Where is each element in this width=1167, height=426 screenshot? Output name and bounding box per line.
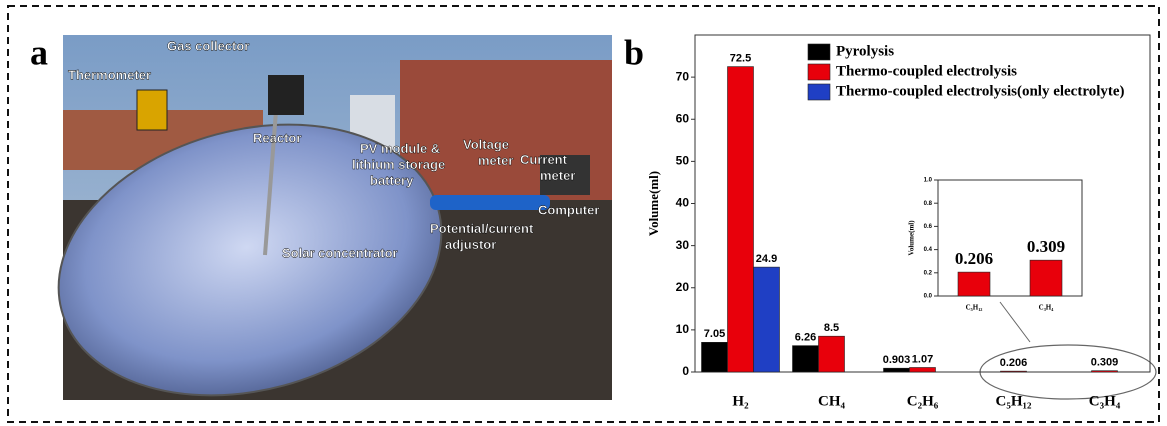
panel-letter: a — [30, 32, 48, 72]
y-tick-label: 50 — [676, 154, 690, 168]
y-axis-label: Volume(ml) — [646, 171, 661, 236]
bar — [1091, 370, 1118, 373]
value-label: 0.206 — [955, 249, 993, 268]
photo-label: PV module & lithium storage battery — [352, 141, 445, 188]
photo-label: Current meter — [520, 152, 575, 183]
x-tick-label: C₂H₆ — [907, 393, 939, 409]
photo-label: Computer — [538, 202, 599, 217]
x-tick-label: H₂ — [732, 393, 749, 409]
bar — [727, 66, 754, 373]
photo-label: Solar concentrator — [282, 245, 398, 260]
photo-label: Reactor — [253, 130, 301, 145]
value-label: 0.309 — [1091, 357, 1119, 369]
photo-label: Gas collector — [167, 38, 249, 53]
legend-label: Thermo-coupled electrolysis(only electro… — [836, 83, 1125, 99]
panel-letter: b — [624, 32, 644, 72]
legend-swatch — [807, 63, 831, 81]
annotation-arrow — [999, 301, 1031, 343]
photo-label: Potential/current adjustor — [430, 221, 534, 252]
value-label: 7.05 — [704, 328, 725, 340]
y-tick-label: 1.0 — [924, 178, 933, 184]
x-tick-label: CH₄ — [818, 393, 846, 409]
legend-swatch — [807, 43, 831, 61]
value-label: 0.903 — [883, 354, 911, 366]
x-tick-label: C₃H₄ — [1089, 393, 1121, 409]
photo-label: Voltage meter — [463, 137, 513, 168]
y-tick-label: 30 — [676, 238, 690, 252]
bar — [883, 367, 910, 373]
y-tick-label: 10 — [676, 322, 690, 336]
value-label: 72.5 — [730, 53, 751, 65]
bar — [909, 367, 936, 373]
y-tick-label: 0.4 — [924, 247, 933, 253]
photo-label: Thermometer — [68, 67, 151, 82]
bar — [1029, 259, 1063, 297]
bar — [957, 271, 991, 297]
bar — [818, 335, 845, 373]
y-tick-label: 20 — [676, 280, 690, 294]
y-tick-label: 0 — [682, 364, 689, 378]
bar — [792, 345, 819, 373]
y-tick-label: 0.6 — [924, 224, 933, 230]
photo — [57, 35, 612, 400]
y-tick-label: 70 — [676, 69, 690, 83]
value-label: 6.26 — [795, 332, 816, 344]
y-tick-label: 0.0 — [924, 294, 933, 300]
y-tick-label: 0.2 — [924, 270, 933, 276]
x-tick-label: C₃H₄ — [1039, 304, 1055, 312]
bar — [1000, 370, 1027, 373]
y-axis-label: Volume(ml) — [908, 220, 916, 256]
x-tick-label: C₅H₁₂ — [996, 393, 1032, 409]
value-label: 0.309 — [1027, 237, 1065, 256]
value-label: 0.206 — [1000, 357, 1028, 369]
y-tick-label: 0.8 — [924, 201, 933, 207]
legend-swatch — [807, 83, 831, 101]
plot-frame — [937, 179, 1083, 297]
value-label: 1.07 — [912, 353, 933, 365]
bar — [753, 266, 780, 373]
y-tick-label: 40 — [676, 196, 690, 210]
value-label: 8.5 — [824, 322, 839, 334]
y-tick-label: 60 — [676, 111, 690, 125]
x-tick-label: C₅H₁₂ — [966, 304, 983, 312]
value-label: 24.9 — [756, 253, 777, 265]
legend-label: Pyrolysis — [836, 43, 894, 59]
dashed-border — [7, 5, 1160, 423]
legend-label: Thermo-coupled electrolysis — [836, 63, 1017, 79]
bar — [701, 342, 728, 373]
